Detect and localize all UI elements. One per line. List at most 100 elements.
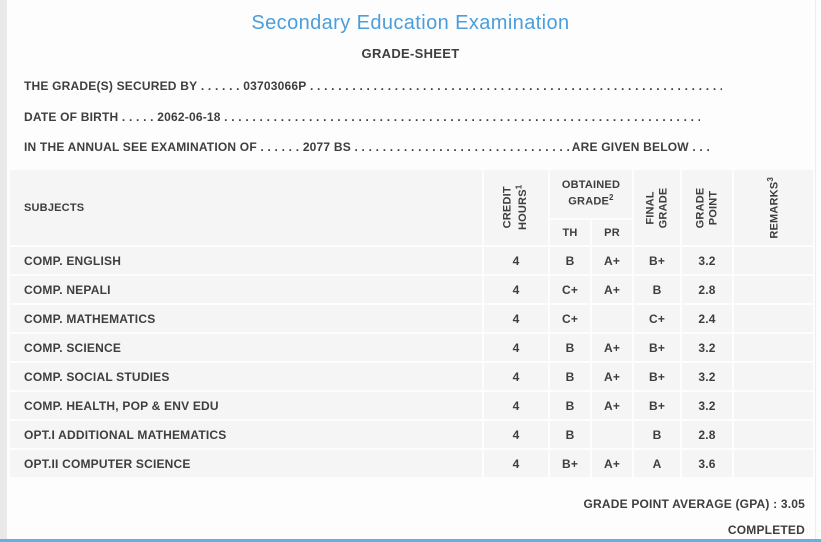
final-grade-header: FINAL GRADE — [634, 170, 680, 245]
grade-point-cell: 2.8 — [682, 421, 732, 448]
grade-point-cell: 3.2 — [682, 247, 732, 274]
dots-fill: . . . . . . . . . . . . . . . . . . . . … — [224, 110, 700, 124]
practical-column-header: PR — [592, 220, 632, 245]
subject-cell: OPT.II COMPUTER SCIENCE — [10, 450, 482, 477]
remarks-label: REMARKS3 — [765, 176, 781, 239]
left-edge-strip — [0, 0, 7, 542]
student-symbol-number: 03703066P — [243, 79, 307, 93]
gpa-label: GRADE POINT AVERAGE (GPA) : — [583, 497, 781, 511]
final-grade-cell: B — [634, 276, 680, 303]
credit-hours-label: CREDIT HOURS1 — [501, 184, 530, 231]
subject-cell: COMP. HEALTH, POP & ENV EDU — [10, 392, 482, 419]
remarks-cell — [734, 392, 813, 419]
remarks-footnote: 3 — [765, 176, 775, 182]
final-grade-label: FINAL GRADE — [644, 187, 669, 228]
dots: . . . . . — [118, 110, 158, 124]
remarks-cell — [734, 334, 813, 361]
right-edge-line — [815, 0, 816, 542]
final-grade-cell: B+ — [634, 392, 680, 419]
dots-fill: . . . . . . . . . . . . . . . . . . . . … — [354, 140, 568, 154]
page-title: Secondary Education Examination — [251, 12, 570, 34]
date-of-birth-line: DATE OF BIRTH . . . . . 2062-06-18 . . .… — [24, 110, 700, 124]
final-grade-cell: B+ — [634, 363, 680, 390]
dots: . . . . . . — [197, 79, 244, 93]
subjects-header: SUBJECTS — [10, 170, 482, 245]
final-grade-cell: B — [634, 421, 680, 448]
th-grade-cell: C+ — [550, 276, 590, 303]
remarks-cell — [734, 276, 813, 303]
date-of-birth-label: DATE OF BIRTH — [24, 110, 119, 124]
subject-cell: OPT.I ADDITIONAL MATHEMATICS — [10, 421, 482, 448]
remarks-cell — [734, 363, 813, 390]
completion-status: COMPLETED — [727, 523, 805, 537]
grade-point-cell: 3.6 — [682, 450, 732, 477]
subject-cell: COMP. SOCIAL STUDIES — [10, 363, 482, 390]
result-footer: GRADE POINT AVERAGE (GPA) : 3.05 COMPLET… — [0, 497, 805, 537]
obtained-grade-label: OBTAINED GRADE2 — [561, 178, 621, 208]
obtained-grade-footnote: 2 — [609, 192, 614, 202]
date-of-birth-value: 2062-06-18 — [157, 110, 221, 124]
credit-hours-cell: 4 — [484, 363, 548, 390]
remarks-cell — [734, 247, 813, 274]
credit-hours-cell: 4 — [484, 247, 548, 274]
th-grade-cell: B — [550, 421, 590, 448]
subject-cell: COMP. MATHEMATICS — [10, 305, 482, 332]
obtained-grade-header: OBTAINED GRADE2 — [550, 170, 632, 218]
pr-grade-cell: A+ — [592, 334, 632, 361]
dots-fill: . . . . . . . . . . . . . . . . . . . . … — [309, 79, 722, 93]
gpa-value: 3.05 — [780, 497, 805, 511]
are-given-below-suffix: ARE GIVEN BELOW . . . — [568, 140, 710, 154]
credit-hours-cell: 4 — [484, 334, 548, 361]
th-grade-cell: B — [550, 392, 590, 419]
theory-column-header: TH — [550, 220, 590, 245]
remarks-cell — [734, 450, 813, 477]
pr-grade-cell: A+ — [592, 363, 632, 390]
grade-point-label: GRADE POINT — [694, 187, 719, 228]
pr-grade-cell — [592, 305, 632, 332]
pr-grade-cell — [592, 421, 632, 448]
remarks-cell — [734, 421, 813, 448]
grades-table: SUBJECTS CREDIT HOURS1 OBTAINED GRADE2 TH … — [10, 170, 813, 477]
grade-point-header: GRADE POINT — [682, 170, 732, 245]
credit-hours-cell: 4 — [484, 392, 548, 419]
grade-point-cell: 3.2 — [682, 363, 732, 390]
subject-cell: COMP. ENGLISH — [10, 247, 482, 274]
final-grade-cell: C+ — [634, 305, 680, 332]
credit-hours-footnote: 1 — [514, 184, 524, 190]
examination-year-line: IN THE ANNUAL SEE EXAMINATION OF . . . .… — [24, 140, 710, 154]
grades-secured-by-line: THE GRADE(S) SECURED BY . . . . . . 0370… — [24, 79, 722, 93]
credit-hours-header: CREDIT HOURS1 — [484, 170, 548, 245]
remarks-header: REMARKS3 — [734, 170, 813, 245]
grade-point-cell: 2.8 — [682, 276, 732, 303]
credit-hours-cell: 4 — [484, 450, 548, 477]
grades-secured-by-label: THE GRADE(S) SECURED BY — [24, 79, 198, 93]
th-grade-cell: B — [550, 363, 590, 390]
grade-point-cell: 3.2 — [682, 392, 732, 419]
final-grade-cell: B+ — [634, 247, 680, 274]
pr-grade-cell: A+ — [592, 247, 632, 274]
credit-hours-cell: 4 — [484, 276, 548, 303]
th-grade-cell: C+ — [550, 305, 590, 332]
credit-hours-cell: 4 — [484, 421, 548, 448]
th-grade-cell: B — [550, 247, 590, 274]
subject-cell: COMP. NEPALI — [10, 276, 482, 303]
gpa-line: GRADE POINT AVERAGE (GPA) : 3.05 — [0, 497, 805, 511]
th-grade-cell: B+ — [550, 450, 590, 477]
grade-sheet-heading: GRADE-SHEET — [361, 46, 460, 61]
dots: . . . . . . — [256, 140, 303, 154]
subject-cell: COMP. SCIENCE — [10, 334, 482, 361]
pr-grade-cell: A+ — [592, 276, 632, 303]
examination-year-label: IN THE ANNUAL SEE EXAMINATION OF — [24, 140, 257, 154]
final-grade-cell: B+ — [634, 334, 680, 361]
pr-grade-cell: A+ — [592, 392, 632, 419]
credit-hours-cell: 4 — [484, 305, 548, 332]
remarks-cell — [734, 305, 813, 332]
th-grade-cell: B — [550, 334, 590, 361]
grade-point-cell: 3.2 — [682, 334, 732, 361]
bottom-accent-bar — [0, 539, 821, 542]
examination-year-value: 2077 BS — [302, 140, 351, 154]
final-grade-cell: A — [634, 450, 680, 477]
pr-grade-cell: A+ — [592, 450, 632, 477]
grade-point-cell: 2.4 — [682, 305, 732, 332]
